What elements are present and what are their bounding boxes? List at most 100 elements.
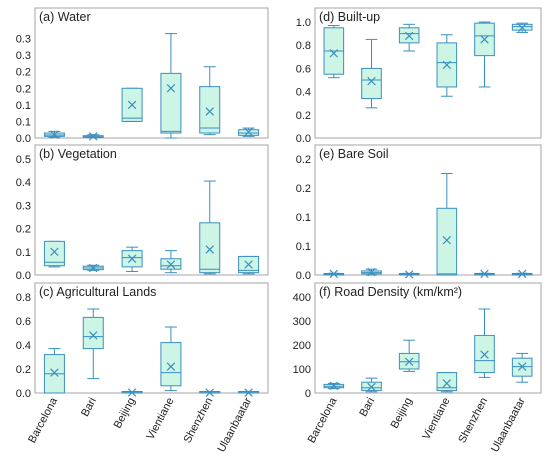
y-tick-label: 0.3 [16, 200, 31, 212]
y-tick-label: 0.2 [16, 364, 31, 376]
box-bari [361, 38, 382, 109]
y-tick-label: 0.4 [16, 177, 31, 189]
x-category-label: Shenzhen [456, 396, 490, 445]
mean-marker [517, 362, 527, 371]
mean-marker [89, 263, 98, 273]
y-tick-label: 1.0 [296, 17, 311, 29]
y-tick-label: 0.6 [296, 63, 311, 75]
y-tick-label: 0.8 [16, 292, 31, 304]
panel-5: (c) Agricultural Lands 0.0 0.2 0.4 0.6 0.8 Bar… [16, 282, 269, 454]
x-category-label: Beijing [389, 396, 415, 431]
mean-marker [442, 60, 452, 70]
x-category-label: Bari [79, 396, 99, 419]
box-beijing [121, 388, 143, 397]
panel-frame [314, 282, 542, 394]
box-shenzhen [199, 388, 221, 397]
y-tick-label: 400 [293, 292, 311, 304]
x-category-label: Vientiane [145, 396, 177, 442]
panel-4: (e) Bare Soil 0.0 0.1 0.1 0.2 0.2 [296, 144, 542, 282]
mean-marker [329, 381, 339, 391]
mean-marker [329, 269, 339, 279]
mean-marker [205, 388, 214, 397]
box-barcelona [43, 130, 65, 139]
mean-marker [127, 388, 137, 397]
mean-marker [517, 23, 527, 33]
box-barcelona [323, 24, 345, 79]
box-ulaanbaatar [238, 255, 260, 275]
mean-marker [329, 49, 339, 58]
mean-marker [404, 31, 414, 41]
mean-marker [244, 260, 253, 269]
y-tick-label: 0.0 [16, 270, 31, 282]
x-category-label: Vientiane [420, 396, 452, 442]
box-bari [361, 377, 382, 393]
iqr-box [82, 316, 104, 350]
box-shenzhen [474, 308, 495, 378]
mean-marker [480, 35, 489, 44]
mean-marker [50, 247, 59, 257]
box-bari [82, 308, 104, 380]
box-shenzhen [199, 180, 221, 275]
y-tick-label: 0.2 [296, 183, 311, 195]
box-vientiane [436, 34, 458, 97]
x-category-label: Ulaanbaatar [215, 395, 254, 454]
mean-marker [480, 350, 489, 359]
mean-marker [127, 254, 137, 263]
iqr-box [199, 222, 221, 274]
box-vientiane [160, 326, 182, 392]
x-category-label: Ulaanbaatar [489, 395, 528, 454]
box-barcelona [43, 240, 65, 268]
box-shenzhen [474, 21, 495, 88]
y-tick-label: 0.0 [296, 133, 311, 145]
iqr-box [199, 86, 221, 134]
mean-marker [166, 362, 176, 371]
iqr-box [160, 72, 182, 134]
mean-marker [205, 107, 214, 116]
mean-marker [517, 269, 527, 279]
panel-title: (a) Water [39, 10, 91, 24]
mean-marker [367, 76, 376, 86]
panel-3: (b) Vegetation 0.0 0.1 0.2 0.3 0.4 0.5 [16, 144, 269, 282]
y-tick-label: 0.5 [16, 154, 31, 166]
box-ulaanbaatar [511, 22, 533, 33]
panel-2: (d) Built-up 0.0 0.2 0.4 0.6 0.8 1.0 [296, 7, 542, 145]
iqr-box [436, 207, 458, 276]
box-beijing [398, 270, 420, 279]
mean-marker [127, 100, 137, 110]
y-tick-label: 0.2 [16, 67, 31, 79]
panel-title: (f) Road Density (km/km²) [319, 285, 462, 299]
box-ulaanbaatar [238, 388, 260, 397]
mean-marker [166, 84, 176, 93]
y-tick-label: 0.1 [16, 116, 31, 128]
mean-marker [404, 357, 414, 367]
panel-title: (e) Bare Soil [319, 147, 388, 161]
panel-frame [314, 144, 542, 276]
panel-frame [34, 144, 269, 276]
mean-marker [50, 130, 59, 139]
panel-frame [34, 7, 269, 139]
mean-marker [244, 388, 253, 397]
panel-title: (c) Agricultural Lands [39, 285, 156, 299]
y-tick-label: 0.0 [16, 388, 31, 400]
y-tick-label: 0 [305, 388, 311, 400]
mean-marker [205, 245, 214, 254]
y-tick-label: 0.8 [296, 40, 311, 52]
x-category-label: Barcelona [306, 395, 340, 445]
panel-title: (d) Built-up [319, 10, 380, 24]
box-vientiane [160, 250, 182, 274]
iqr-box [361, 67, 382, 100]
x-category-label: Shenzhen [182, 396, 216, 445]
mean-marker [89, 331, 98, 340]
y-tick-label: 0.2 [16, 224, 31, 236]
box-barcelona [43, 348, 65, 394]
panel-6: (f) Road Density (km/km²) 0 100 200 300 400 Ba… [293, 282, 542, 454]
y-tick-label: 0.3 [16, 34, 31, 46]
y-tick-label: 0.0 [296, 270, 311, 282]
box-vientiane [436, 173, 458, 276]
box-ulaanbaatar [238, 127, 260, 137]
iqr-box [436, 372, 458, 392]
mean-marker [442, 379, 452, 388]
y-tick-label: 0.1 [16, 247, 31, 259]
y-tick-label: 0.0 [16, 133, 31, 145]
